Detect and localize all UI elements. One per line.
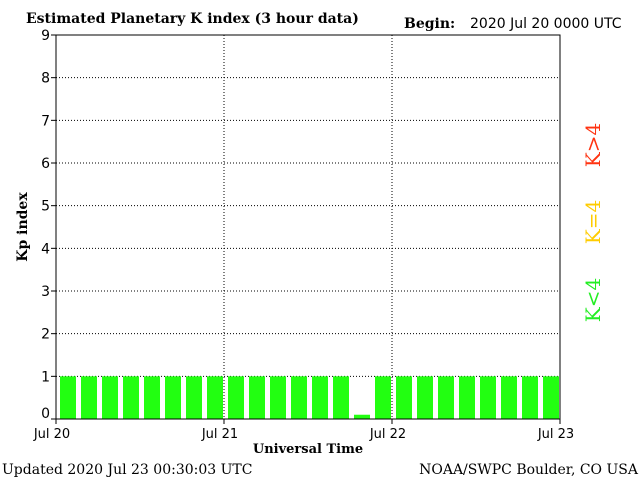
kp-bar — [438, 376, 454, 419]
kp-bar — [396, 376, 412, 419]
updated-timestamp: Updated 2020 Jul 23 00:30:03 UTC — [2, 462, 252, 478]
x-tick-label: Jul 22 — [369, 427, 406, 442]
y-tick-label: 0 — [41, 406, 50, 422]
kp-bar — [522, 376, 538, 419]
legend-entry: K<4 — [581, 278, 605, 322]
y-tick-label: 2 — [41, 327, 50, 343]
plot-frame — [55, 34, 561, 420]
kp-bar — [333, 376, 349, 419]
data-source: NOAA/SWPC Boulder, CO USA — [419, 462, 639, 478]
kp-bar — [60, 376, 76, 419]
kp-bar — [375, 376, 391, 419]
y-tick-label: 9 — [41, 28, 50, 44]
y-axis-label: Kp index — [15, 192, 31, 262]
legend-entry: K=4 — [581, 200, 605, 244]
kp-bar — [102, 376, 118, 419]
chart-title: Estimated Planetary K index (3 hour data… — [26, 11, 359, 27]
y-tick-label: 1 — [41, 369, 50, 385]
x-tick-label: Jul 21 — [201, 427, 238, 442]
kp-bar — [186, 376, 202, 419]
y-tick-label: 3 — [41, 284, 50, 300]
kp-bar — [543, 376, 559, 419]
x-tick-label: Jul 23 — [537, 427, 574, 442]
y-tick-label: 7 — [41, 113, 50, 129]
kp-bar — [312, 376, 328, 419]
kp-bar — [207, 376, 223, 419]
y-tick-label: 8 — [41, 71, 50, 87]
bars — [60, 376, 559, 419]
y-tick-label: 4 — [41, 241, 50, 257]
kp-bar — [165, 376, 181, 419]
kp-bar — [417, 376, 433, 419]
kp-bar — [270, 376, 286, 419]
kp-bar — [354, 414, 370, 419]
legend-entry: K>4 — [581, 123, 605, 167]
kp-bar — [81, 376, 97, 419]
x-axis-label: Universal Time — [253, 442, 363, 457]
x-axis: Jul 20 Jul 21 Jul 22 Jul 23 — [33, 419, 574, 442]
kp-bar — [249, 376, 265, 419]
kp-bar — [228, 376, 244, 419]
y-tick-label: 6 — [41, 156, 50, 172]
kp-bar — [144, 376, 160, 419]
begin-label: Begin: — [404, 16, 455, 32]
kp-bar — [480, 376, 496, 419]
kp-bar — [291, 376, 307, 419]
begin-value: 2020 Jul 20 0000 UTC — [470, 16, 622, 32]
y-tick-label: 5 — [41, 199, 50, 215]
kp-bar — [501, 376, 517, 419]
legend: K<4 K=4 K>4 — [581, 123, 605, 322]
kp-bar — [123, 376, 139, 419]
y-axis: 0 1 2 3 4 5 6 7 8 9 — [41, 28, 56, 422]
kp-bar — [459, 376, 475, 419]
grid — [56, 35, 560, 419]
x-tick-label: Jul 20 — [33, 427, 70, 442]
